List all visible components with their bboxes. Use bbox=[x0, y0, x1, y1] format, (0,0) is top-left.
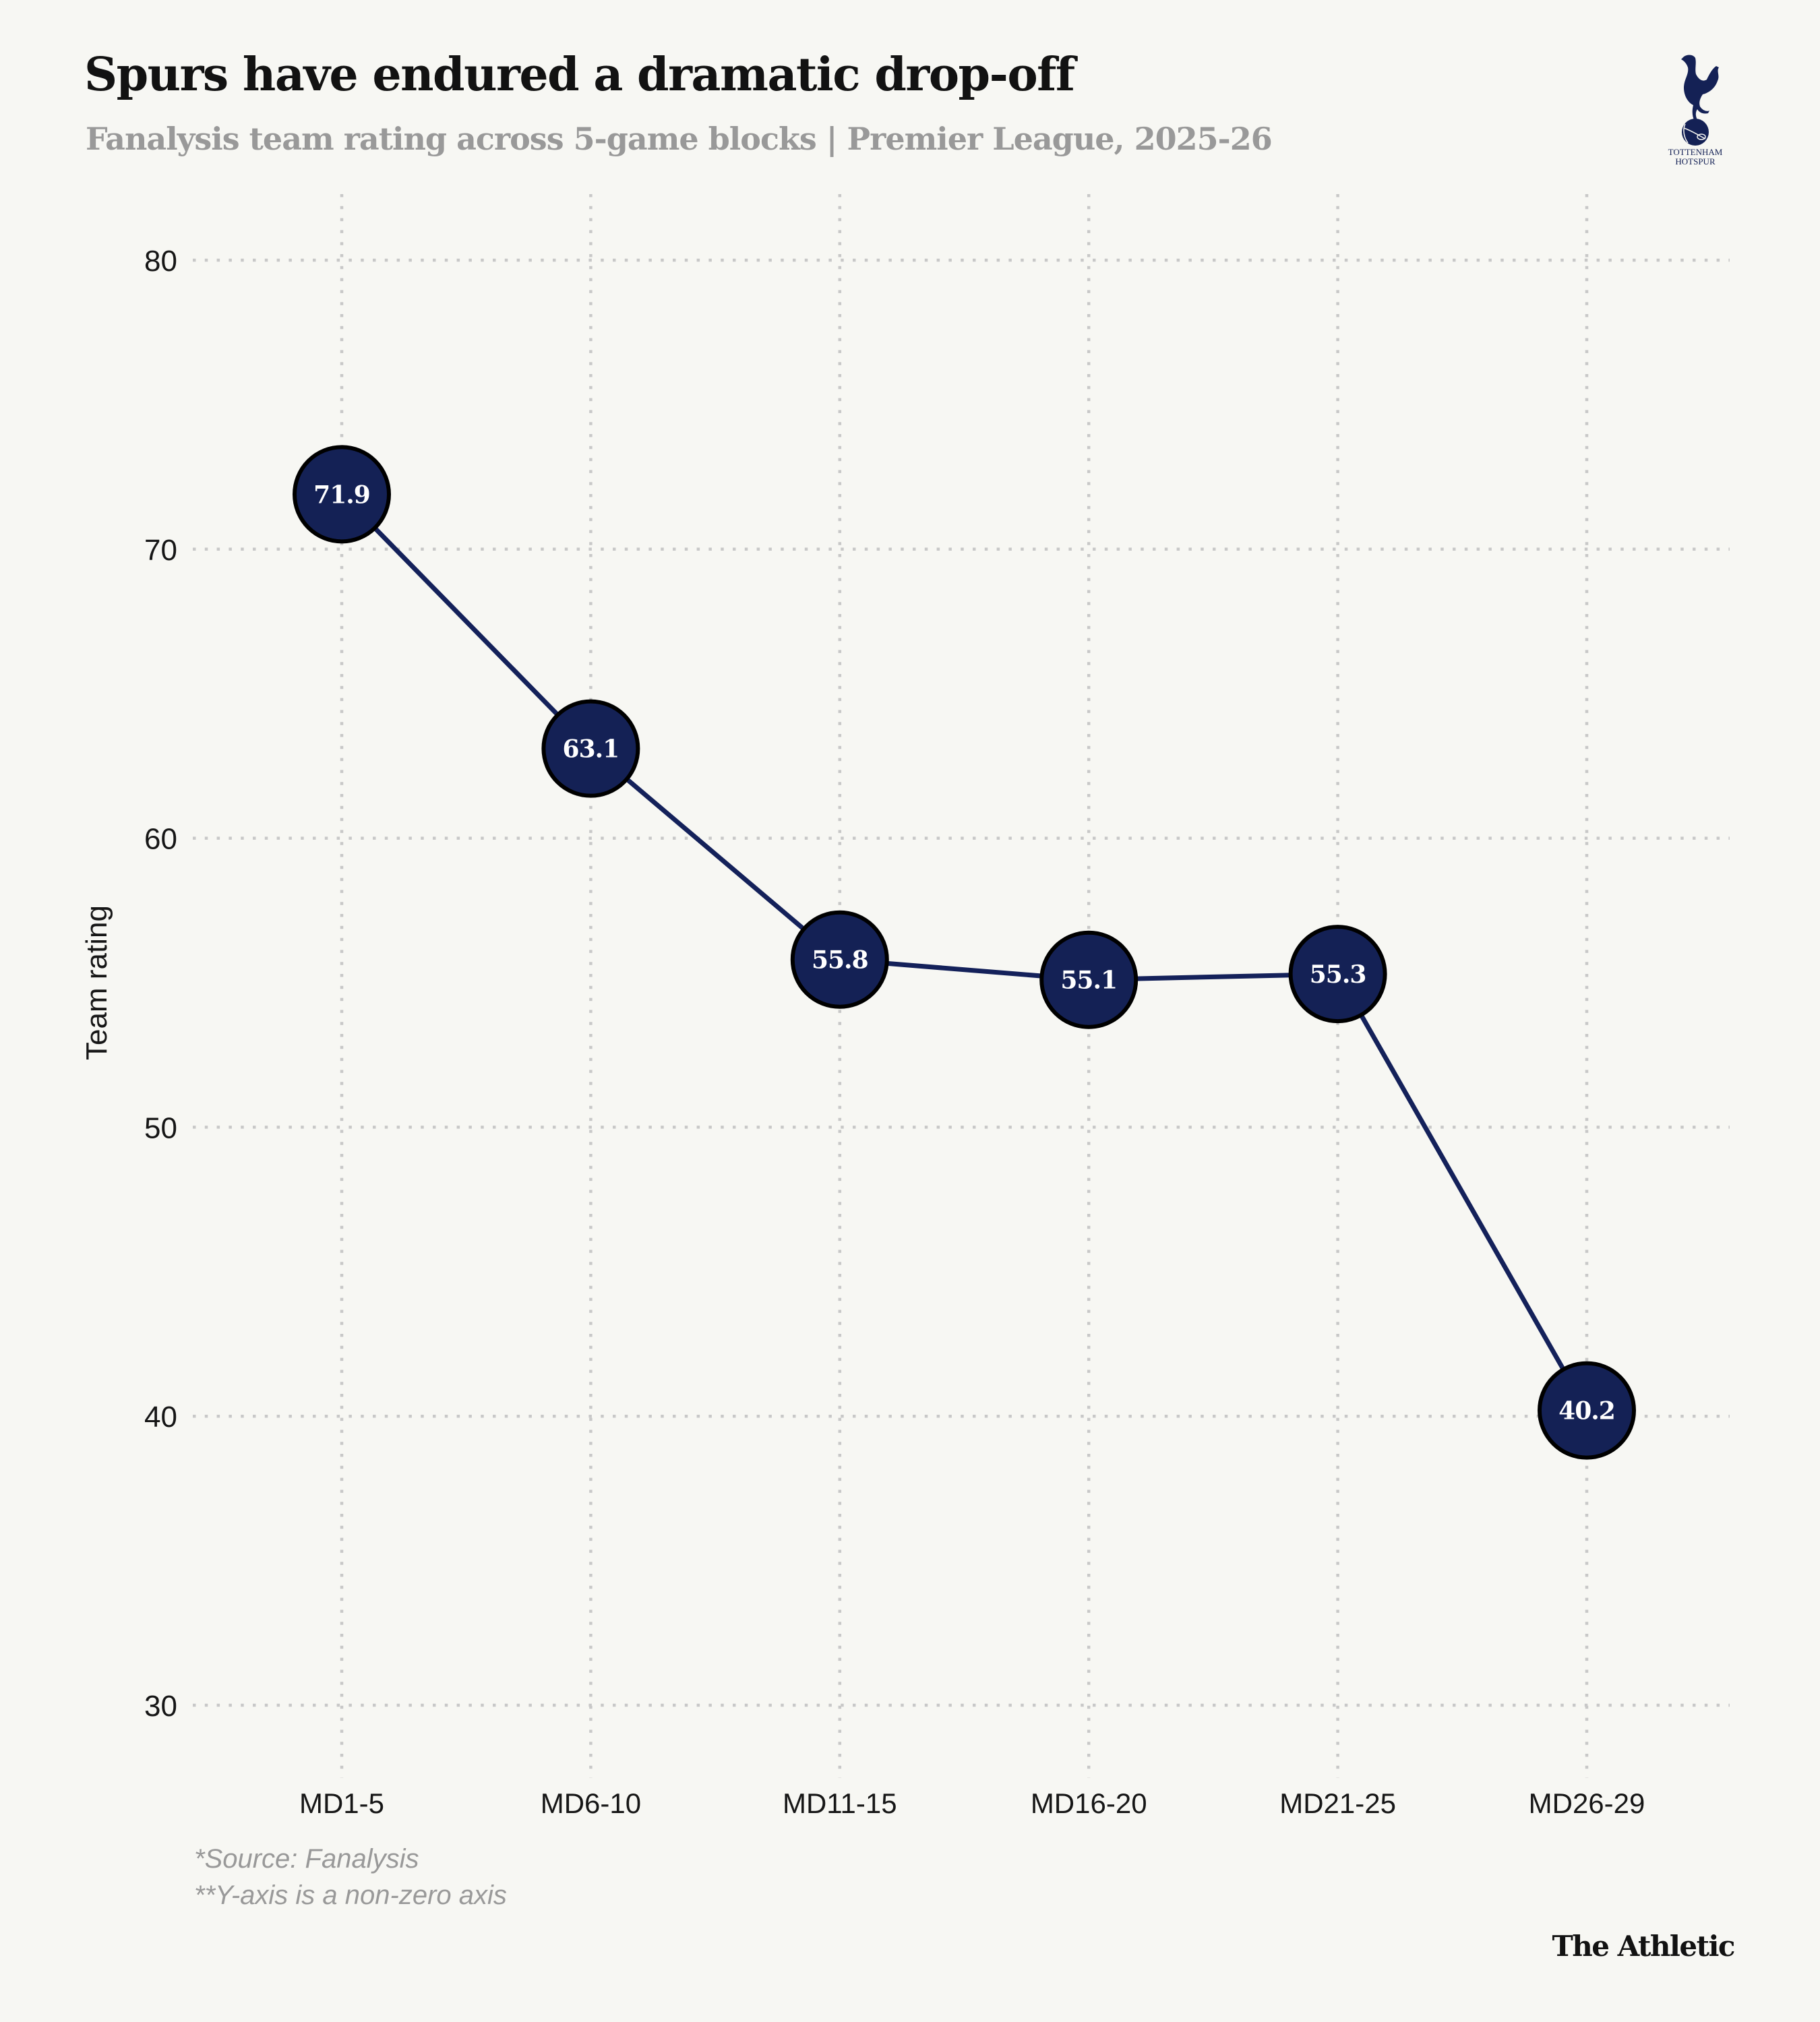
y-axis-ticks: 30 40 50 60 70 80 bbox=[144, 245, 177, 1723]
cockerel-shape bbox=[1681, 55, 1719, 121]
data-points: 71.9 63.1 55.8 55.1 55.3 40.2 bbox=[293, 445, 1636, 1460]
crest-text-line2: HOTSPUR bbox=[1675, 156, 1716, 166]
series-line-group bbox=[340, 492, 1589, 1412]
data-point-marker bbox=[541, 699, 640, 798]
data-point-marker bbox=[1039, 930, 1139, 1029]
y-tick-label: 70 bbox=[144, 534, 177, 567]
horizontal-gridlines bbox=[193, 258, 1730, 1707]
series-line bbox=[340, 492, 1589, 1412]
the-athletic-logo: The Athletic bbox=[1552, 1930, 1735, 1963]
data-point-label: 55.8 bbox=[812, 946, 868, 975]
y-tick-label: 80 bbox=[144, 245, 177, 278]
data-point-label: 40.2 bbox=[1558, 1397, 1615, 1426]
x-tick-label: MD16-20 bbox=[1031, 1787, 1147, 1819]
data-point-label: 55.3 bbox=[1310, 960, 1366, 989]
vertical-gridlines bbox=[340, 194, 1589, 1778]
y-tick-label: 40 bbox=[144, 1401, 177, 1434]
x-tick-label: MD1-5 bbox=[299, 1787, 384, 1819]
data-point-marker bbox=[293, 445, 391, 544]
source-note: *Source: Fanalysis bbox=[194, 1844, 419, 1874]
data-point-marker bbox=[1538, 1361, 1636, 1460]
crest-text-line1: TOTTENHAM bbox=[1668, 147, 1723, 157]
x-tick-label: MD6-10 bbox=[541, 1787, 641, 1819]
data-point-label: 55.1 bbox=[1060, 967, 1117, 995]
axis-note: **Y-axis is a non-zero axis bbox=[194, 1880, 507, 1910]
data-point-marker bbox=[1288, 925, 1387, 1024]
y-axis-label: Team rating bbox=[80, 905, 113, 1060]
y-tick-label: 30 bbox=[144, 1690, 177, 1723]
x-axis-ticks: MD1-5 MD6-10 MD11-15 MD16-20 MD21-25 MD26-29 bbox=[299, 1787, 1645, 1819]
x-tick-label: MD26-29 bbox=[1529, 1787, 1645, 1819]
chart-subtitle: Fanalysis team rating across 5-game bloc… bbox=[86, 121, 1273, 157]
ball-shape bbox=[1682, 119, 1709, 146]
chart-title: Spurs have endured a dramatic drop-off bbox=[84, 48, 1075, 102]
data-point-label: 71.9 bbox=[313, 481, 370, 509]
y-tick-label: 50 bbox=[144, 1111, 177, 1144]
x-tick-label: MD21-25 bbox=[1279, 1787, 1396, 1819]
y-tick-label: 60 bbox=[144, 823, 177, 856]
x-tick-label: MD11-15 bbox=[783, 1787, 897, 1819]
data-point-marker bbox=[790, 910, 889, 1009]
data-point-label: 63.1 bbox=[563, 735, 619, 764]
tottenham-hotspur-crest-icon: TOTTENHAM HOTSPUR bbox=[1668, 55, 1723, 166]
